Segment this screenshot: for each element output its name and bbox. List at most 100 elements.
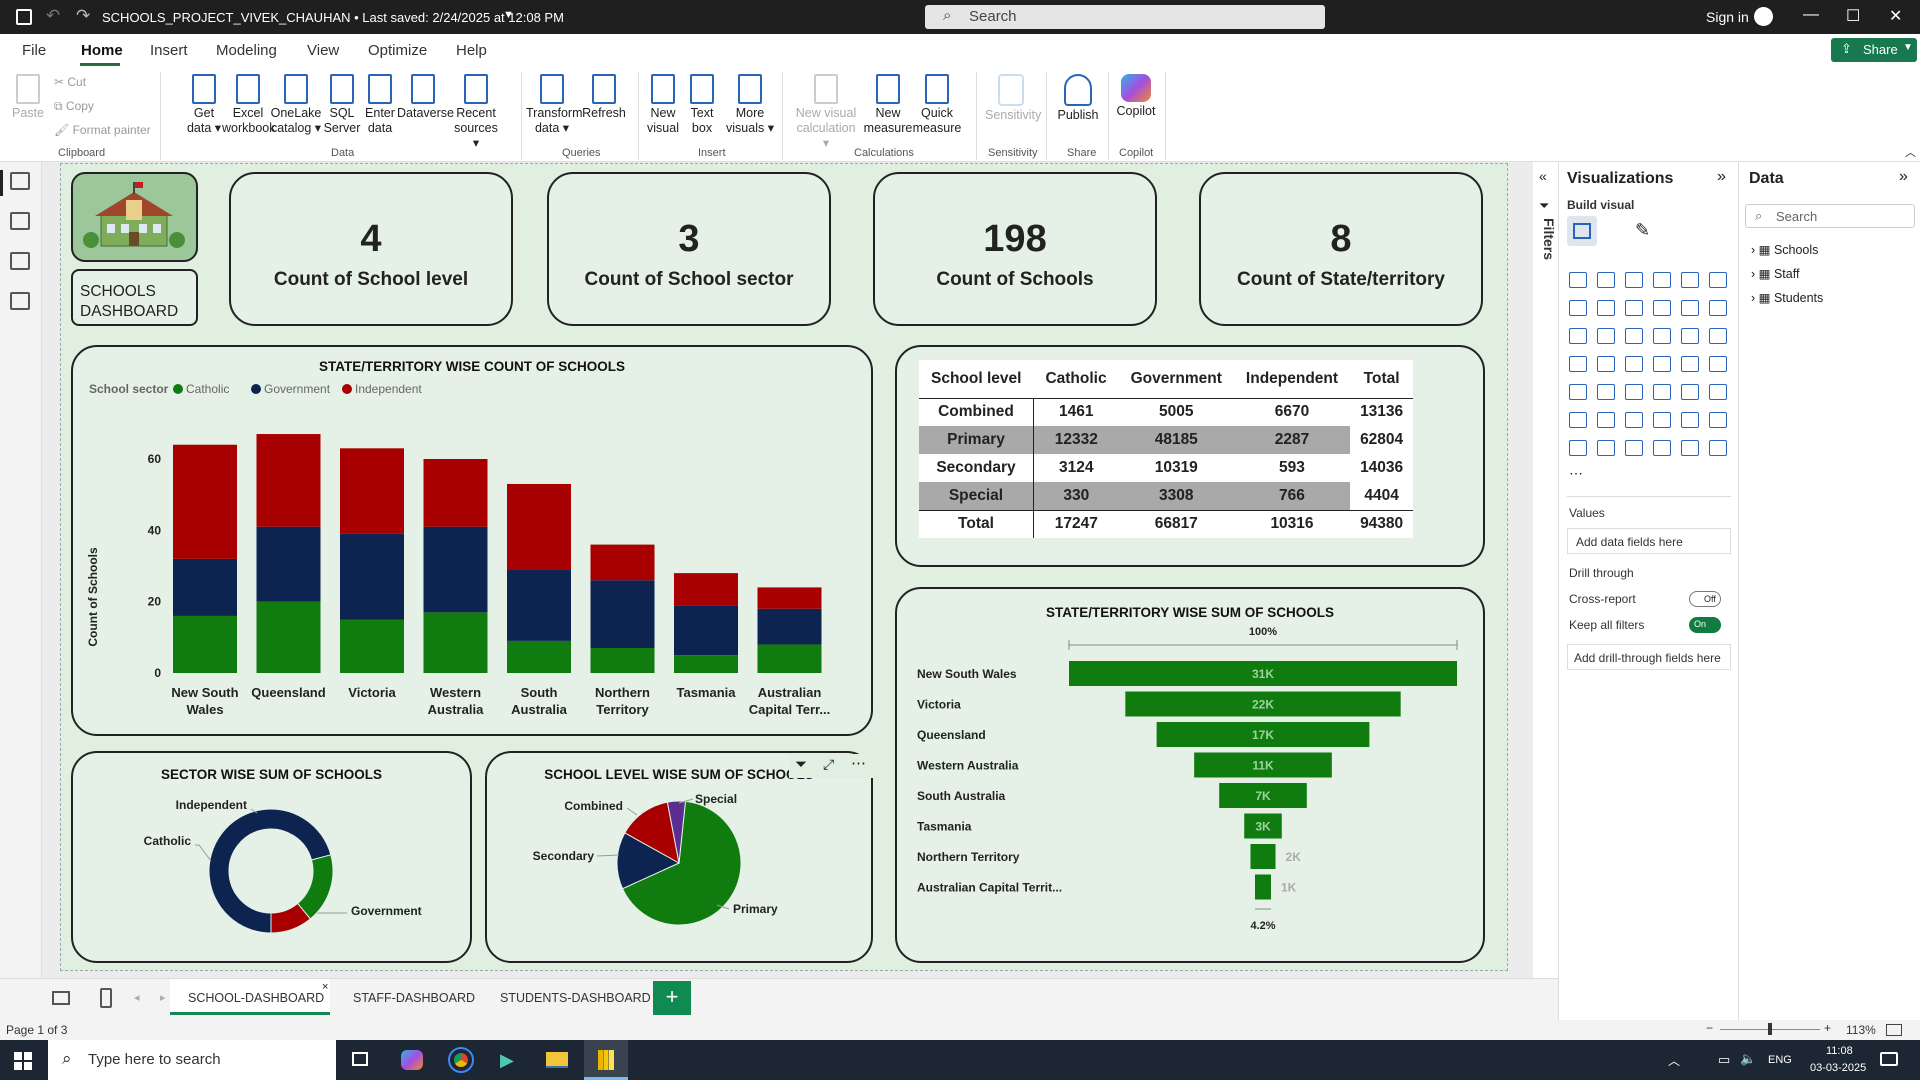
minimize-icon[interactable]: —: [1803, 6, 1819, 23]
cut-button[interactable]: ✂ Cut: [54, 75, 87, 89]
chevron-right-icon[interactable]: ›: [1751, 291, 1759, 305]
ribbon-button-new[interactable]: New measure: [862, 74, 914, 136]
pie-slice[interactable]: [621, 800, 742, 926]
pie-slice[interactable]: [624, 801, 680, 864]
clock-date[interactable]: 03-03-2025: [1810, 1062, 1867, 1074]
chrome-icon[interactable]: [448, 1047, 474, 1073]
menu-modeling[interactable]: Modeling: [216, 42, 277, 59]
filled-map-visual-icon[interactable]: [1625, 356, 1643, 372]
matrix-column-header[interactable]: Government: [1118, 360, 1234, 399]
line-clustered-column-visual-icon[interactable]: [1709, 300, 1727, 316]
power-apps-visual-icon[interactable]: [1597, 440, 1615, 456]
ribbon-button-get[interactable]: Get data ▾: [178, 74, 230, 136]
stacked-area-visual-icon[interactable]: [1625, 300, 1643, 316]
bar-segment[interactable]: [757, 587, 822, 609]
bar-segment[interactable]: [256, 434, 321, 527]
pie-slice[interactable]: [270, 902, 312, 934]
100-stacked-column-visual-icon[interactable]: [1709, 272, 1727, 288]
windows-start-icon[interactable]: [14, 1052, 32, 1070]
funnel-card[interactable]: STATE/TERRITORY WISE SUM OF SCHOOLS 100%…: [895, 587, 1485, 963]
bar-segment[interactable]: [173, 558, 237, 616]
more-visuals-icon[interactable]: ⋯: [1569, 465, 1583, 481]
file-explorer-icon[interactable]: [546, 1052, 568, 1068]
ribbon-button-new-visual[interactable]: New visual calculation ▾: [793, 74, 859, 151]
focus-mode-icon[interactable]: ⤢: [823, 756, 835, 772]
ribbon-button-transform[interactable]: Transform data ▾: [526, 74, 583, 136]
matrix-visual-icon[interactable]: [1681, 384, 1699, 400]
share-button[interactable]: ⇪ Share ▼: [1831, 38, 1917, 62]
collapse-pane-icon[interactable]: »: [1717, 168, 1726, 185]
treemap-visual-icon[interactable]: [1569, 356, 1587, 372]
matrix-row[interactable]: Secondary 3124 10319 593 14036: [919, 454, 1413, 482]
bar-segment[interactable]: [340, 619, 404, 674]
maximize-icon[interactable]: ☐: [1846, 8, 1861, 25]
bar-segment[interactable]: [423, 612, 488, 673]
ribbon-button-recent[interactable]: Recent sources ▾: [450, 74, 502, 151]
bar-segment[interactable]: [507, 640, 571, 673]
matrix-row[interactable]: Special 330 3308 766 4404: [919, 482, 1414, 510]
power-bi-taskbar-icon[interactable]: [584, 1040, 628, 1080]
100-stacked-area-visual-icon[interactable]: [1653, 300, 1671, 316]
kpi-visual-icon[interactable]: [1597, 384, 1615, 400]
bar-segment[interactable]: [256, 526, 321, 602]
collapse-data-icon[interactable]: »: [1899, 168, 1908, 185]
ribbon-button-refresh[interactable]: Refresh: [578, 74, 630, 121]
state-count-chart-card[interactable]: STATE/TERRITORY WISE COUNT OF SCHOOLS Sc…: [71, 345, 873, 736]
sign-in-link[interactable]: Sign in: [1706, 9, 1749, 25]
donut-visual-icon[interactable]: [1709, 328, 1727, 344]
publish-button[interactable]: Publish: [1052, 74, 1104, 123]
ribbon-button-more[interactable]: More visuals ▾: [724, 74, 776, 136]
line-column-visual-icon[interactable]: [1681, 300, 1699, 316]
funnel-bar[interactable]: [1069, 661, 1457, 686]
expand-filters-icon[interactable]: «: [1539, 168, 1547, 184]
bar-segment[interactable]: [423, 526, 488, 613]
menu-help[interactable]: Help: [456, 42, 487, 59]
r-visual-visual-icon[interactable]: [1709, 384, 1727, 400]
matrix-row[interactable]: Combined 1461 5005 6670 13136: [919, 398, 1413, 426]
matrix-column-header[interactable]: Catholic: [1033, 360, 1119, 399]
funnel-bar[interactable]: [1250, 844, 1276, 869]
ribbon-button-excel[interactable]: Excel workbook: [222, 74, 276, 136]
sensitivity-button[interactable]: Sensitivity: [985, 74, 1041, 123]
filter-icon[interactable]: ⏷: [795, 756, 808, 773]
data-table-item[interactable]: › ▦ Schools: [1751, 242, 1818, 257]
clustered-column-visual-icon[interactable]: [1653, 272, 1671, 288]
qa-visual-icon[interactable]: [1653, 412, 1671, 428]
ribbon-button-quick[interactable]: Quick measure: [911, 74, 963, 136]
scatter-visual-icon[interactable]: [1653, 328, 1671, 344]
bar-segment[interactable]: [674, 573, 738, 606]
cross-report-toggle[interactable]: Off: [1689, 591, 1721, 607]
matrix-column-header[interactable]: School level: [919, 360, 1034, 399]
matrix-row[interactable]: Primary 12332 48185 2287 62804: [919, 426, 1414, 454]
build-visual-tab[interactable]: [1567, 216, 1597, 246]
notifications-icon[interactable]: [1880, 1052, 1898, 1066]
tray-chevron-icon[interactable]: ︿: [1668, 1054, 1681, 1068]
taskbar-search-box[interactable]: ⌕ Type here to search: [48, 1040, 336, 1080]
bar-segment[interactable]: [590, 544, 655, 581]
arcgis-visual-icon[interactable]: [1653, 440, 1671, 456]
collapse-ribbon-icon[interactable]: ︿: [1905, 147, 1916, 159]
funnel-bar[interactable]: [1255, 874, 1271, 900]
shape-map-visual-icon[interactable]: [1681, 440, 1699, 456]
pie-slice[interactable]: [208, 808, 332, 934]
zoom-thumb[interactable]: [1768, 1023, 1772, 1035]
add-page-button[interactable]: +: [653, 981, 691, 1015]
chevron-right-icon[interactable]: ›: [1751, 267, 1759, 281]
multi-row-card-visual-icon[interactable]: [1569, 384, 1587, 400]
bar-segment[interactable]: [173, 615, 237, 673]
account-icon[interactable]: [1754, 7, 1773, 26]
bar-segment[interactable]: [340, 448, 404, 534]
funnel-bar[interactable]: [1125, 691, 1401, 717]
line-visual-icon[interactable]: [1569, 300, 1587, 316]
zoom-minus-icon[interactable]: −: [1706, 1021, 1714, 1035]
copy-button[interactable]: ⧉ Copy: [54, 99, 94, 113]
matrix-column-header[interactable]: Independent: [1233, 360, 1351, 399]
pie-slice[interactable]: [616, 832, 681, 890]
copilot-taskbar-icon[interactable]: [401, 1050, 423, 1070]
network-icon[interactable]: ▭: [1718, 1052, 1731, 1067]
model-view-icon[interactable]: [10, 252, 30, 270]
bar-segment[interactable]: [340, 533, 404, 620]
menu-insert[interactable]: Insert: [150, 42, 188, 59]
prev-page-icon[interactable]: ◂: [134, 992, 140, 1004]
azure-map-visual-icon[interactable]: [1653, 356, 1671, 372]
